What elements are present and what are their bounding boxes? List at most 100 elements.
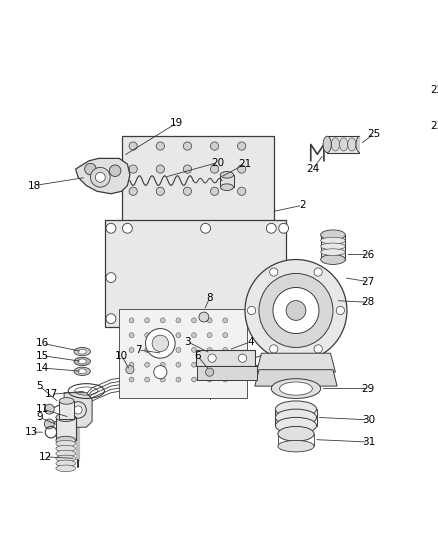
Circle shape [129,333,134,337]
Text: 2: 2 [299,200,306,210]
Ellipse shape [278,426,314,441]
Ellipse shape [276,409,317,425]
Ellipse shape [78,359,86,364]
Text: 11: 11 [36,404,49,414]
Polygon shape [321,235,345,260]
Circle shape [70,402,86,418]
Text: 7: 7 [135,345,141,355]
Ellipse shape [321,255,345,264]
Text: 23: 23 [431,120,438,131]
Ellipse shape [348,138,356,151]
Polygon shape [196,350,255,366]
Text: 6: 6 [194,351,201,361]
Circle shape [191,377,197,382]
Circle shape [129,348,134,352]
Circle shape [279,273,289,282]
Polygon shape [220,175,234,187]
Circle shape [129,142,137,150]
Text: 21: 21 [238,159,251,169]
Circle shape [201,223,211,233]
Ellipse shape [56,465,76,472]
Text: 25: 25 [367,129,381,139]
Circle shape [237,165,246,173]
Circle shape [106,223,116,233]
Circle shape [211,142,219,150]
Circle shape [238,354,247,362]
Text: 27: 27 [362,277,375,287]
Ellipse shape [56,445,76,452]
Circle shape [314,268,322,276]
Circle shape [176,362,181,367]
Ellipse shape [271,379,321,399]
Circle shape [156,165,164,173]
Text: 10: 10 [115,351,128,361]
Ellipse shape [276,401,317,417]
Circle shape [90,167,110,187]
Circle shape [191,333,197,337]
Circle shape [279,314,289,324]
Ellipse shape [323,136,331,152]
Ellipse shape [279,382,312,395]
Polygon shape [119,309,247,398]
Text: 13: 13 [25,427,38,437]
Text: 22: 22 [431,85,438,95]
Circle shape [106,273,116,282]
Ellipse shape [356,136,364,152]
Circle shape [184,187,191,196]
Circle shape [205,368,214,376]
Circle shape [160,362,165,367]
Polygon shape [59,401,74,419]
Circle shape [85,163,96,175]
Circle shape [247,306,256,314]
Circle shape [208,354,216,362]
Circle shape [270,268,278,276]
Ellipse shape [59,398,74,404]
Text: 12: 12 [39,452,52,462]
Ellipse shape [381,125,433,142]
Circle shape [152,335,169,352]
Ellipse shape [74,357,90,366]
Circle shape [160,318,165,323]
Circle shape [95,172,105,182]
Circle shape [207,348,212,352]
Text: 8: 8 [206,293,213,303]
Circle shape [223,333,228,337]
Circle shape [259,273,333,348]
Circle shape [273,287,319,334]
Circle shape [129,318,134,323]
Text: 17: 17 [44,389,57,399]
Circle shape [129,187,137,196]
Polygon shape [327,136,360,152]
Circle shape [223,318,228,323]
Circle shape [176,318,181,323]
Circle shape [160,348,165,352]
Circle shape [145,362,150,367]
Ellipse shape [339,138,348,151]
Circle shape [156,142,164,150]
Circle shape [129,362,134,367]
Circle shape [266,223,276,233]
Ellipse shape [74,348,90,356]
Ellipse shape [56,460,76,467]
Circle shape [123,314,132,324]
Text: 26: 26 [362,249,375,260]
Circle shape [211,165,219,173]
Ellipse shape [56,455,76,462]
Ellipse shape [78,369,86,374]
Circle shape [223,377,228,382]
Circle shape [110,165,121,176]
Ellipse shape [78,349,86,354]
Ellipse shape [56,437,76,445]
Text: 28: 28 [362,297,375,307]
Circle shape [211,187,219,196]
Text: 19: 19 [170,118,184,128]
Circle shape [279,223,289,233]
Circle shape [106,314,116,324]
Ellipse shape [276,417,317,434]
Text: 29: 29 [362,384,375,393]
Circle shape [270,345,278,353]
Circle shape [223,348,228,352]
Circle shape [184,142,191,150]
Circle shape [286,301,306,320]
Circle shape [184,165,191,173]
